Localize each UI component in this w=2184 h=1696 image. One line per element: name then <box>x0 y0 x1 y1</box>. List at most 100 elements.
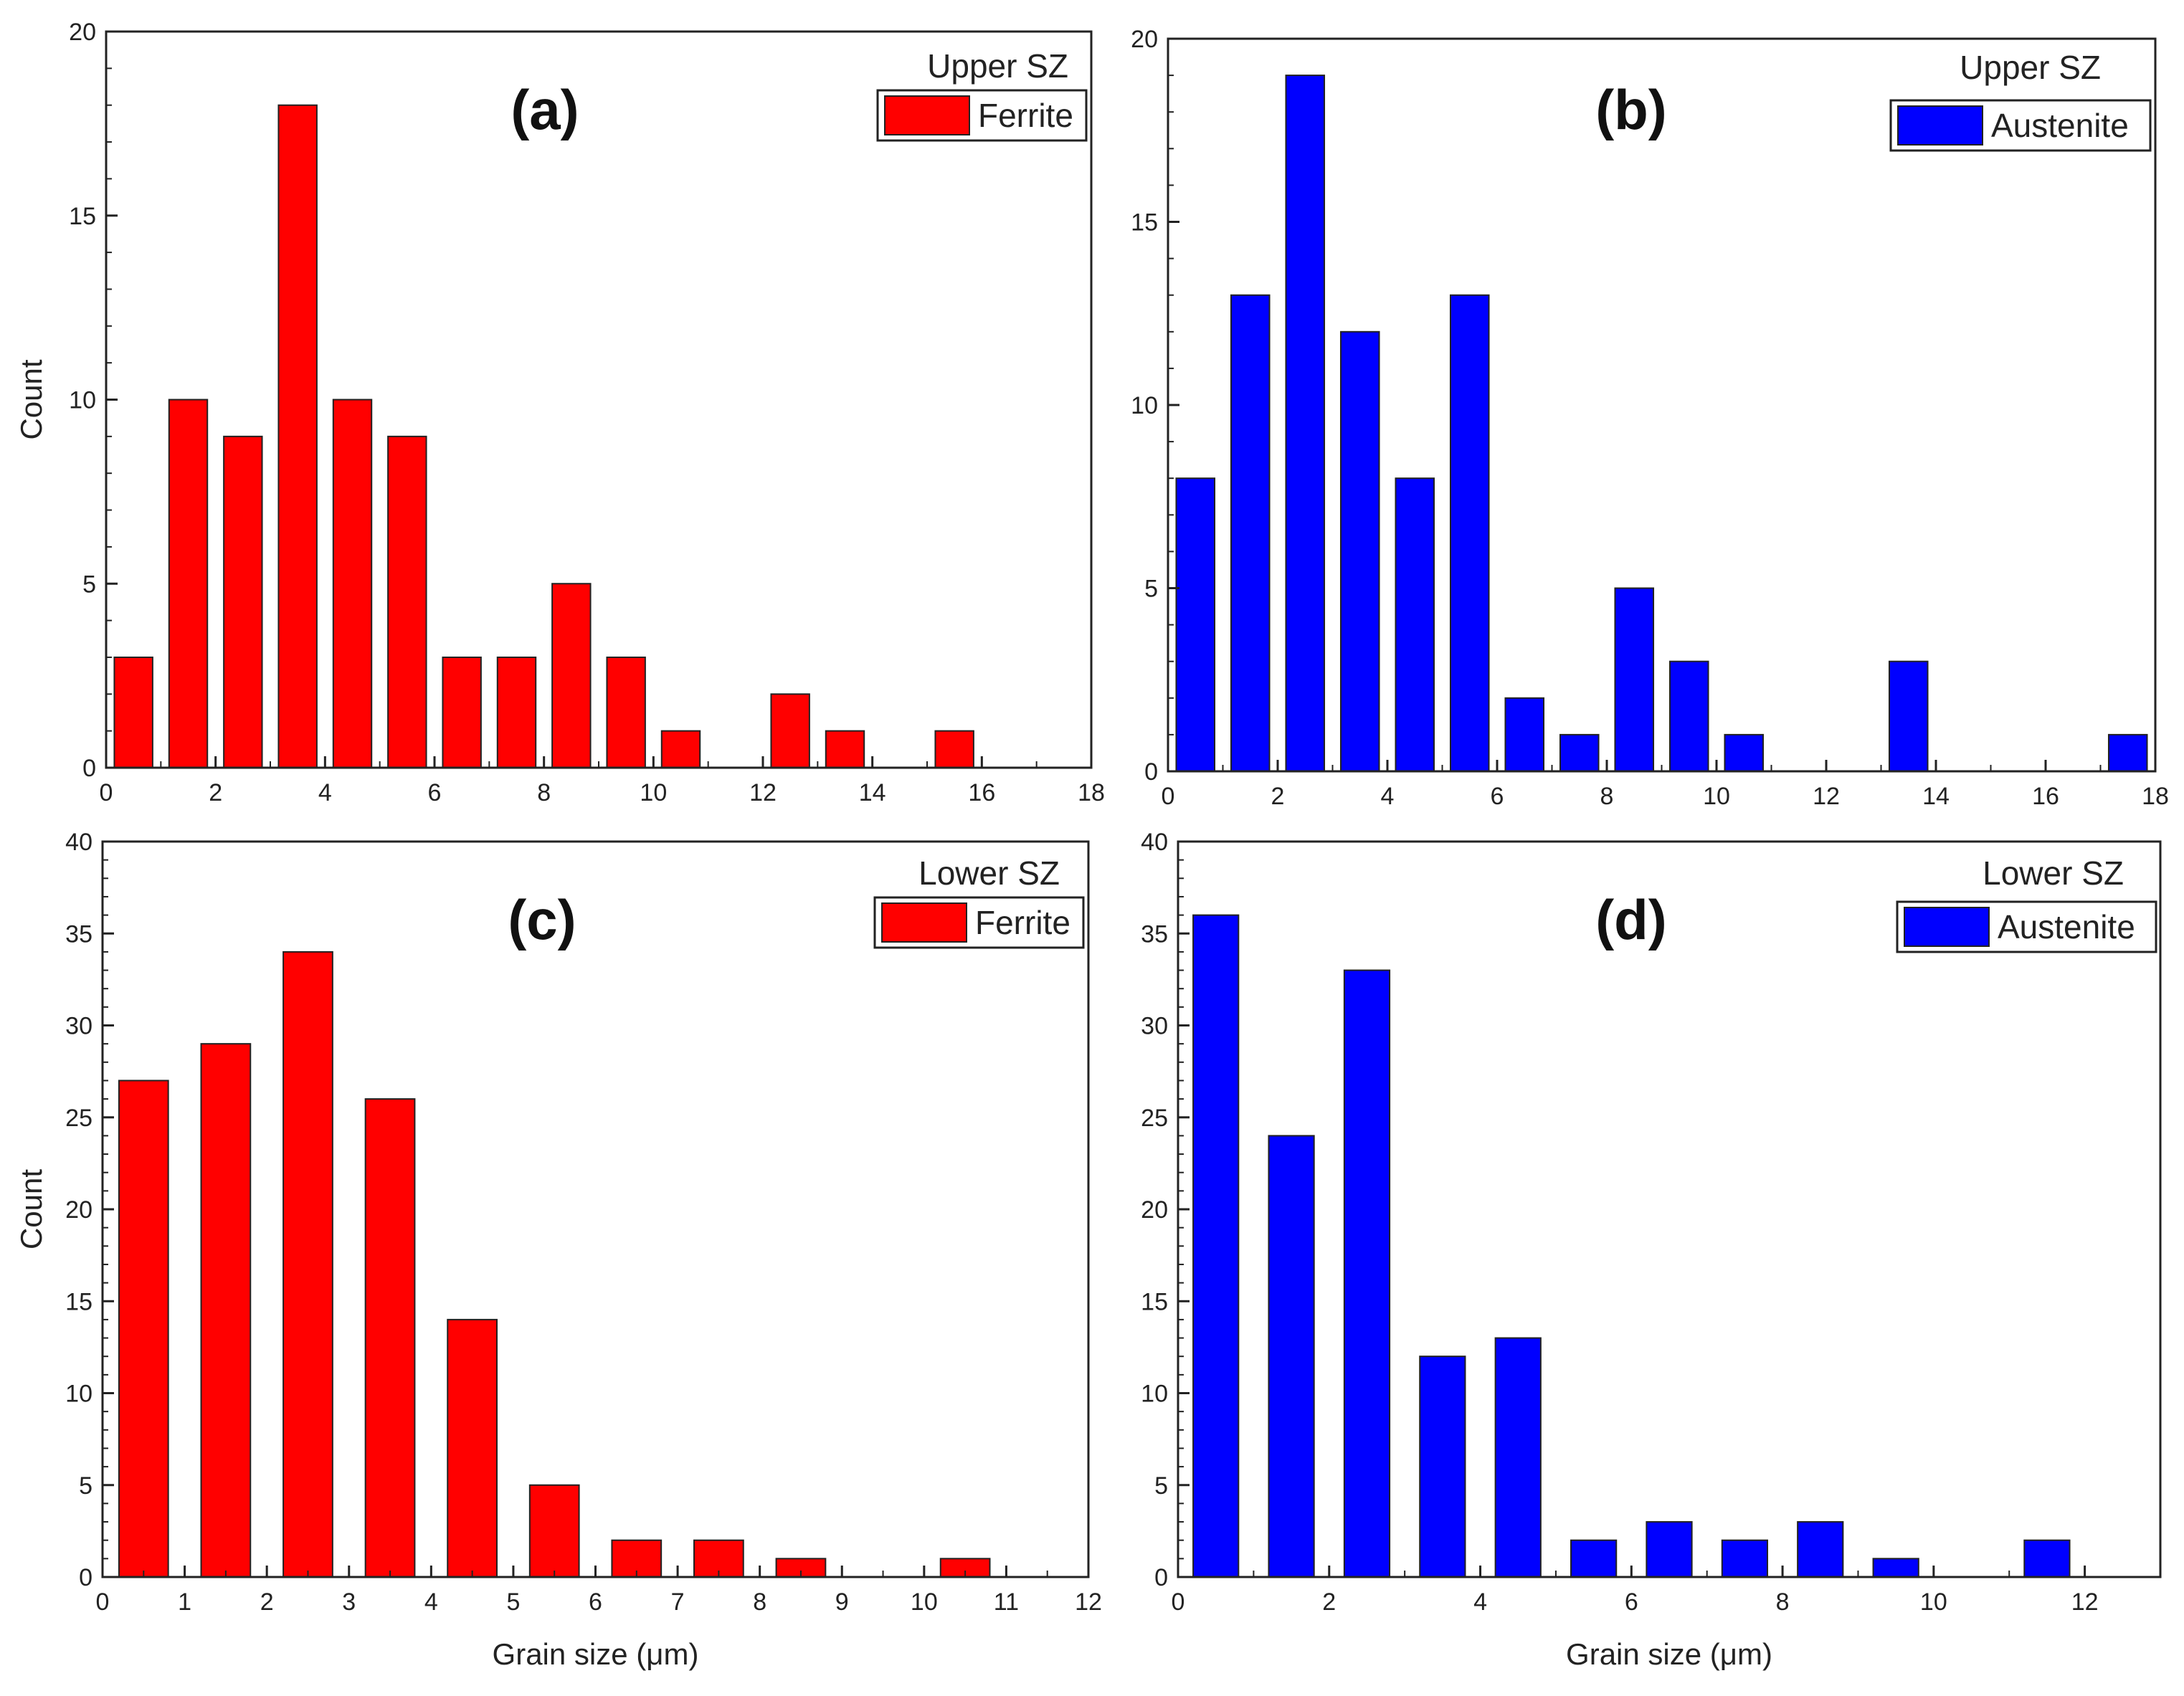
y-tick-label: 10 <box>69 387 96 414</box>
x-tick-label: 4 <box>1473 1588 1487 1616</box>
y-tick-label: 10 <box>1131 392 1158 419</box>
panel-label: (c) <box>508 888 576 951</box>
x-tick-label: 10 <box>640 779 667 806</box>
legend-label: Ferrite <box>978 97 1073 134</box>
x-tick-label: 8 <box>753 1588 766 1616</box>
histogram-bar <box>528 1484 580 1578</box>
histogram-bar <box>1721 1539 1769 1578</box>
legend-title: Upper SZ <box>927 47 1068 85</box>
histogram-bar <box>223 435 263 768</box>
x-tick-label: 10 <box>911 1588 938 1616</box>
histogram-bar <box>1559 733 1600 773</box>
y-tick-label: 35 <box>65 920 92 948</box>
x-tick-label: 6 <box>1491 783 1504 810</box>
chart-panel-c: 0 1 2 3 4 5 6 7 8 9 10 11 120510152025303540CountGra… <box>14 829 1102 1671</box>
y-tick-label: 0 <box>1154 1564 1168 1591</box>
x-tick-label: 8 <box>1600 783 1614 810</box>
histogram-bar <box>1339 330 1380 772</box>
x-tick-label: 18 <box>2142 783 2169 810</box>
histogram-bar <box>1668 660 1709 773</box>
histogram-bar <box>118 1080 169 1578</box>
x-axis-title: Grain size (μm) <box>493 1637 699 1671</box>
y-tick-label: 15 <box>69 203 96 230</box>
histogram-bar <box>1268 1135 1315 1578</box>
legend-label: Austenite <box>1991 107 2129 144</box>
y-tick-label: 20 <box>1131 26 1158 53</box>
histogram-bar <box>447 1318 498 1578</box>
histogram-bar <box>1395 477 1435 772</box>
y-tick-label: 40 <box>1141 829 1168 856</box>
histogram-bar <box>1419 1356 1466 1578</box>
histogram-bar <box>496 656 537 769</box>
histogram-bar <box>1724 733 1765 773</box>
y-tick-label: 30 <box>1141 1013 1168 1040</box>
y-axis-title: Count <box>14 359 48 439</box>
histogram-bar <box>1570 1539 1618 1578</box>
y-tick-label: 15 <box>65 1288 92 1315</box>
panel-label: (d) <box>1595 888 1667 951</box>
legend-label: Austenite <box>1998 908 2135 945</box>
histogram-bar <box>1614 587 1655 772</box>
x-tick-label: 6 <box>589 1588 602 1616</box>
x-tick-label: 14 <box>859 779 886 806</box>
y-tick-label: 20 <box>65 1196 92 1224</box>
histogram-bar <box>1192 914 1240 1578</box>
legend: Ferrite <box>876 89 1088 142</box>
y-tick-label: 0 <box>1144 758 1158 786</box>
y-tick-label: 30 <box>65 1013 92 1040</box>
x-tick-label: 5 <box>506 1588 520 1616</box>
histogram-bar <box>1175 477 1216 772</box>
histogram-bar <box>770 693 810 768</box>
y-tick-label: 15 <box>1131 209 1158 237</box>
x-tick-label: 0 <box>1162 783 1175 810</box>
histogram-bar <box>113 656 153 769</box>
x-tick-label: 10 <box>1920 1588 1947 1616</box>
histogram-bar <box>1285 75 1326 773</box>
y-tick-label: 25 <box>1141 1105 1168 1132</box>
legend-swatch <box>1897 105 1983 146</box>
x-tick-label: 12 <box>2071 1588 2099 1616</box>
y-tick-label: 10 <box>1141 1381 1168 1408</box>
x-axis-title: Grain size (μm) <box>1566 1637 1772 1671</box>
y-tick-label: 5 <box>79 1472 92 1500</box>
histogram-bar <box>1449 294 1490 772</box>
histogram-bar <box>364 1098 416 1578</box>
y-tick-label: 5 <box>1154 1472 1168 1500</box>
y-tick-label: 0 <box>82 755 96 782</box>
chart-panel-b: 0 2 4 6 8 10 12 14 16 18 0 5 10 15 20 (b) Upper SZ Austen… <box>1131 26 2169 810</box>
legend-swatch <box>881 902 967 943</box>
legend-label: Ferrite <box>975 904 1070 941</box>
histogram-bar <box>2107 733 2148 773</box>
x-tick-label: 0 <box>100 779 113 806</box>
y-tick-label: 40 <box>65 829 92 856</box>
histogram-bar <box>1646 1521 1693 1578</box>
y-tick-label: 10 <box>65 1381 92 1408</box>
histogram-bar <box>1494 1337 1542 1578</box>
y-tick-label: 20 <box>1141 1196 1168 1224</box>
x-tick-label: 12 <box>1075 1588 1102 1616</box>
x-tick-label: 1 <box>178 1588 191 1616</box>
legend-title: Lower SZ <box>1983 854 2124 892</box>
x-tick-label: 4 <box>1381 783 1395 810</box>
histogram-bar <box>277 104 318 768</box>
x-tick-label: 8 <box>537 779 551 806</box>
x-tick-label: 12 <box>749 779 777 806</box>
histogram-bar <box>332 399 373 768</box>
legend-title: Upper SZ <box>1960 49 2101 86</box>
chart-panel-a: 0 2 4 6 8 10 12 14 16 18 0 5 10 15 20 Count (a) Upper SZ F… <box>14 19 1105 806</box>
legend-swatch <box>1904 907 1990 947</box>
x-tick-label: 0 <box>96 1588 110 1616</box>
x-tick-label: 12 <box>1813 783 1840 810</box>
histogram-bar <box>442 656 482 769</box>
x-tick-label: 2 <box>209 779 222 806</box>
x-tick-label: 9 <box>835 1588 849 1616</box>
x-tick-label: 6 <box>1625 1588 1638 1616</box>
x-tick-label: 10 <box>1703 783 1730 810</box>
histogram-bar <box>387 435 427 768</box>
histogram-bar <box>934 730 974 769</box>
y-tick-label: 25 <box>65 1105 92 1132</box>
legend: Austenite <box>1896 900 2157 953</box>
y-tick-label: 15 <box>1141 1288 1168 1315</box>
x-tick-label: 8 <box>1776 1588 1790 1616</box>
